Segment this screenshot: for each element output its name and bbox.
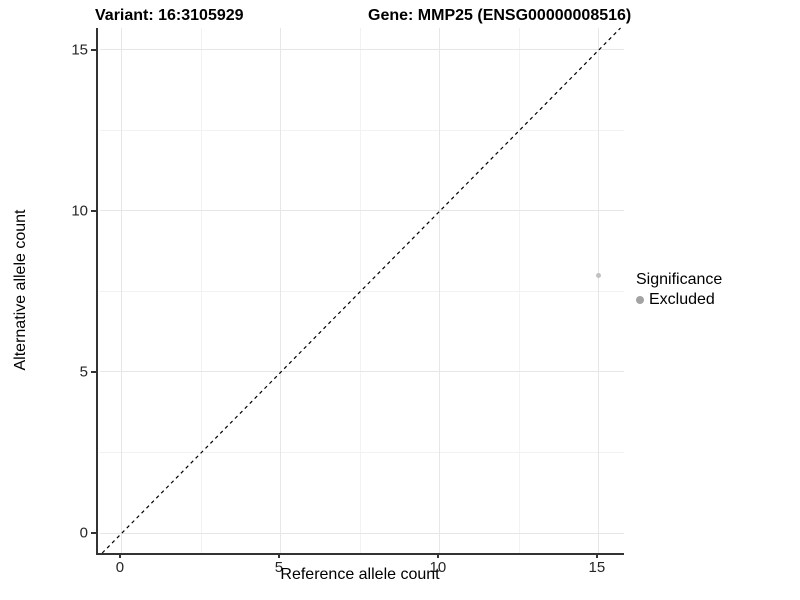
legend-item-excluded: Excluded (636, 290, 722, 309)
data-point (596, 272, 602, 278)
major-gridline-x (280, 28, 282, 553)
y-tick-label: 0 (79, 524, 88, 542)
identity-reference-line (101, 27, 621, 554)
x-tick-label: 10 (429, 559, 447, 576)
y-tick-mark (91, 370, 96, 373)
y-tick-mark (91, 48, 96, 51)
y-tick-label: 15 (71, 41, 88, 59)
plot-area (100, 27, 624, 554)
minor-gridline-x (200, 28, 202, 553)
legend: Significance Excluded (636, 270, 722, 309)
y-tick-label: 5 (79, 363, 88, 381)
major-gridline-y (100, 371, 624, 373)
major-gridline-x (598, 28, 600, 553)
x-tick-mark (277, 553, 280, 558)
y-tick-mark (91, 209, 96, 212)
legend-title: Significance (636, 271, 723, 288)
y-tick-mark (91, 532, 96, 535)
y-tick-label: 10 (71, 202, 88, 220)
x-tick-mark (436, 553, 439, 558)
major-gridline-y (100, 210, 624, 212)
minor-gridline-x (518, 28, 520, 553)
legend-item-label: Excluded (649, 291, 715, 308)
x-tick-mark (595, 553, 598, 558)
major-gridline-x (121, 28, 123, 553)
minor-gridline-x (359, 28, 361, 553)
x-tick-label: 0 (115, 559, 125, 576)
minor-gridline-y (100, 452, 624, 453)
minor-gridline-y (100, 129, 624, 131)
x-tick-label: 5 (274, 559, 284, 576)
plot-title-gene: Gene: MMP25 (ENSG00000008516) (368, 7, 632, 24)
x-tick-mark (118, 553, 121, 558)
major-gridline-y (100, 49, 624, 51)
plot-title-variant: Variant: 16:3105929 (95, 7, 244, 24)
plot-panel (96, 27, 624, 555)
legend-point-icon (636, 295, 644, 304)
major-gridline-y (100, 532, 624, 534)
x-axis-title: Reference allele count (280, 566, 440, 583)
y-axis-title: Alternative allele count (12, 209, 29, 371)
x-tick-label: 15 (588, 559, 606, 576)
major-gridline-x (439, 28, 441, 553)
minor-gridline-y (100, 290, 624, 292)
